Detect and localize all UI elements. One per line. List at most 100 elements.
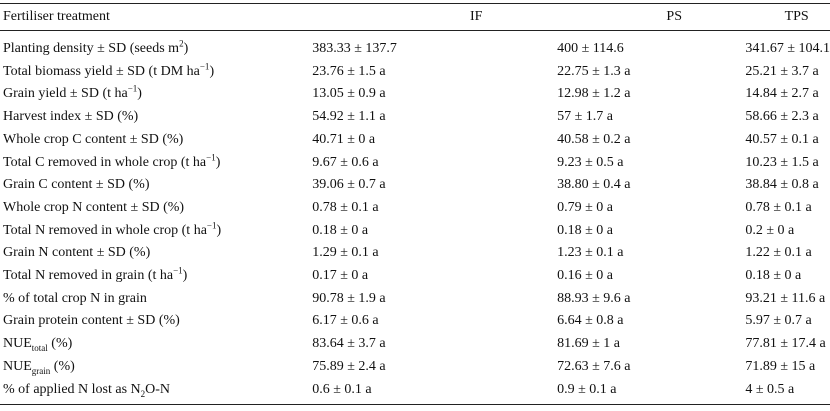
value-cell: 72.63 ± 7.6 a (557, 358, 631, 374)
column-header: PS (545, 3, 744, 31)
label-text: ) (216, 222, 222, 238)
value-cell: 14.84 ± 2.7 a (745, 86, 819, 102)
label-text: Total N removed in whole crop (t ha (3, 222, 207, 238)
value-cell: 9.67 ± 0.6 a (312, 154, 379, 170)
superscript: −1 (206, 219, 217, 230)
table-row: NUEtotal (%) 83.64 ± 3.7 a 81.69 ± 1 a 77.8… (0, 333, 830, 356)
row-label: NUEgrain (%) (0, 356, 307, 379)
column-header: IF (307, 3, 546, 31)
value-cell: 40.57 ± 0.1 a (745, 131, 819, 147)
row-label: Whole crop C content ± SD (%) (0, 129, 307, 152)
value-cell: 383.33 ± 137.7 (312, 41, 397, 56)
column-header: Fertiliser treatment (0, 3, 308, 31)
value-cell: 0.18 ± 0 a (557, 222, 614, 238)
table-row: Total biomass yield ± SD (t DM ha−1) 23.7… (0, 61, 830, 84)
label-text: Total C removed in whole crop (t ha (3, 154, 207, 170)
value-cell: 6.17 ± 0.6 a (312, 313, 379, 329)
label-text: Planting density ± SD (seeds m (3, 41, 180, 56)
value-cell: 0.2 ± 0 a (745, 222, 795, 238)
results-table: Fertiliser treatment IF PS TPS Planting den… (0, 3, 830, 406)
value-cell: 5.97 ± 0.7 a (745, 313, 812, 329)
value-cell: 40.58 ± 0.2 a (557, 131, 631, 147)
value-cell: 77.81 ± 17.4 a (745, 336, 826, 352)
row-label: Total C removed in whole crop (t ha−1) (0, 152, 307, 175)
row-label: Grain yield ± SD (t ha−1) (0, 83, 307, 106)
value-cell: 0.78 ± 0.1 a (745, 199, 812, 215)
table-row: Total C removed in whole crop (t ha−1) 9.… (0, 152, 830, 175)
label-text: Total N removed in grain (t ha (3, 268, 174, 284)
row-label: NUEtotal (%) (0, 333, 307, 356)
row-label: Planting density ± SD (seeds m2) (0, 31, 307, 61)
value-cell: 0.18 ± 0 a (745, 268, 802, 284)
value-cell: 83.64 ± 3.7 a (312, 336, 386, 352)
label-text: % of total crop N in grain (3, 290, 147, 306)
table-row: Grain C content ± SD (%) 39.06 ± 0.7 a 38.… (0, 174, 830, 197)
value-cell: 13.05 ± 0.9 a (312, 86, 386, 102)
label-text: NUE (3, 336, 32, 352)
table-body: Planting density ± SD (seeds m2) 383.33 ±… (0, 31, 830, 406)
table-row: Grain protein content ± SD (%) 6.17 ± 0.6… (0, 310, 830, 333)
value-cell: 341.67 ± 104.1 (745, 41, 830, 56)
value-cell: 0.9 ± 0.1 a (545, 378, 744, 406)
value-cell: 0.6 ± 0.1 a (307, 378, 546, 406)
table-row: Whole crop N content ± SD (%) 0.78 ± 0.1 … (0, 197, 830, 220)
value-cell: 90.78 ± 1.9 a (312, 290, 386, 306)
value-cell: 39.06 ± 0.7 a (312, 177, 386, 193)
value-cell: 81.69 ± 1 a (557, 336, 621, 352)
table-row: Planting density ± SD (seeds m2) 383.33 ±… (0, 31, 830, 61)
value-cell: 10.23 ± 1.5 a (745, 154, 819, 170)
label-text: Grain N content ± SD (%) (3, 245, 151, 261)
label-text: Grain protein content ± SD (%) (3, 313, 180, 329)
label-text: (%) (47, 336, 73, 352)
value-cell: 57 ± 1.7 a (557, 109, 614, 125)
value-cell: 71.89 ± 15 a (745, 358, 816, 374)
label-text: Total biomass yield ± SD (t DM ha (3, 63, 200, 79)
row-label: Total N removed in whole crop (t ha−1) (0, 220, 307, 243)
label-text: O-N (145, 381, 171, 397)
row-label: Grain protein content ± SD (%) (0, 310, 307, 333)
value-cell: 0.18 ± 0 a (312, 222, 369, 238)
label-text: % of applied N lost as N (3, 381, 141, 397)
subscript: 2 (140, 388, 146, 399)
table-row: Whole crop C content ± SD (%) 40.71 ± 0 a… (0, 129, 830, 152)
value-cell: 88.93 ± 9.6 a (557, 290, 631, 306)
subscript: grain (31, 365, 51, 376)
label-text: NUE (3, 358, 32, 374)
value-cell: 12.98 ± 1.2 a (557, 86, 631, 102)
superscript: −1 (173, 265, 183, 276)
value-cell: 54.92 ± 1.1 a (312, 109, 386, 125)
superscript: −1 (127, 83, 138, 94)
table-row: NUEgrain (%) 75.89 ± 2.4 a 72.63 ± 7.6 a 71… (0, 356, 830, 379)
superscript: 2 (179, 38, 184, 49)
superscript: −1 (206, 151, 216, 162)
value-cell: 75.89 ± 2.4 a (312, 358, 386, 374)
row-label: Grain N content ± SD (%) (0, 242, 307, 265)
value-cell: 38.84 ± 0.8 a (745, 177, 819, 193)
label-text: Grain yield ± SD (t ha (3, 86, 128, 102)
row-label: Harvest index ± SD (%) (0, 106, 307, 129)
value-cell: 93.21 ± 11.6 a (745, 290, 826, 306)
row-label: Total biomass yield ± SD (t DM ha−1) (0, 61, 307, 84)
label-text: ) (215, 154, 221, 170)
value-cell: 40.71 ± 0 a (312, 131, 376, 147)
table-row: Grain yield ± SD (t ha−1) 13.05 ± 0.9 a 12… (0, 83, 830, 106)
value-cell: 0.78 ± 0.1 a (312, 199, 379, 215)
label-text: Grain C content ± SD (%) (3, 177, 150, 193)
value-cell: 0.17 ± 0 a (312, 268, 369, 284)
superscript: −1 (199, 61, 210, 72)
label-text: Whole crop N content ± SD (%) (3, 199, 185, 215)
value-cell: 0.79 ± 0 a (557, 199, 614, 215)
value-cell: 38.80 ± 0.4 a (557, 177, 631, 193)
label-text: ) (137, 86, 142, 102)
value-cell: 1.23 ± 0.1 a (557, 245, 624, 261)
row-label: % of total crop N in grain (0, 288, 307, 311)
value-cell: 4 ± 0.5 a (743, 378, 830, 406)
header-row: Fertiliser treatment IF PS TPS (0, 3, 830, 31)
table-row: Harvest index ± SD (%) 54.92 ± 1.1 a 57 ± … (0, 106, 830, 129)
label-text: Harvest index ± SD (%) (3, 109, 139, 125)
column-header: TPS (743, 3, 830, 31)
subscript: total (31, 342, 48, 353)
label-text: Whole crop C content ± SD (%) (3, 131, 184, 147)
